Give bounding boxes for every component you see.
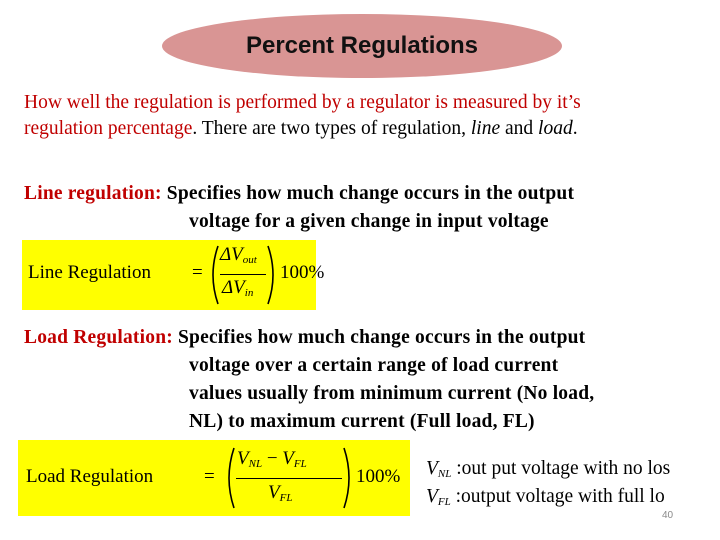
slide-title-text: Percent Regulations [245, 32, 479, 59]
line-regulation-formula: Line Regulation = ΔVout ΔVin 100% [22, 240, 324, 310]
load-regulation-formula: Load Regulation = VNL − VFL VFL 100% [18, 440, 410, 516]
right-paren-icon [267, 245, 274, 305]
formula-lhs: Load Regulation [26, 466, 154, 487]
load-regulation-desc-4: NL) to maximum current (Full load, FL) [189, 411, 535, 432]
formula-denominator: VFL [268, 482, 293, 504]
slide-title: Percent Regulations [162, 14, 562, 78]
load-regulation-desc-2: voltage over a certain range of load cur… [189, 355, 559, 376]
legend-vfl: VFL :output voltage with full lo [426, 486, 665, 508]
left-paren-icon [212, 245, 219, 305]
intro-line-2: regulation percentage. There are two typ… [24, 118, 578, 139]
legend-vnl: VNL :out put voltage with no los [426, 458, 671, 480]
intro-paragraph: How well the regulation is performed by … [24, 90, 720, 142]
load-regulation-desc-3: values usually from minimum current (No … [189, 383, 595, 404]
slide-number: 40 [662, 510, 674, 521]
formula-lhs: Line Regulation [28, 262, 151, 283]
intro-line-1: How well the regulation is performed by … [24, 92, 581, 113]
fraction-bar [236, 478, 342, 480]
fraction-bar [220, 274, 266, 276]
formula-equals: = [204, 466, 215, 487]
formula-numerator: ΔVout [220, 244, 257, 266]
right-paren-icon [343, 447, 350, 509]
load-regulation-heading: Load Regulation: Specifies how much chan… [24, 327, 586, 348]
formula-percent: 100% [356, 466, 401, 487]
left-paren-icon [228, 447, 235, 509]
line-regulation-heading: Line regulation: Specifies how much chan… [24, 183, 575, 204]
formula-percent: 100% [280, 262, 325, 283]
formula-numerator: VNL − VFL [237, 448, 307, 470]
formula-denominator: ΔVin [222, 277, 254, 299]
line-regulation-desc: voltage for a given change in input volt… [189, 211, 549, 232]
formula-equals: = [192, 262, 203, 283]
